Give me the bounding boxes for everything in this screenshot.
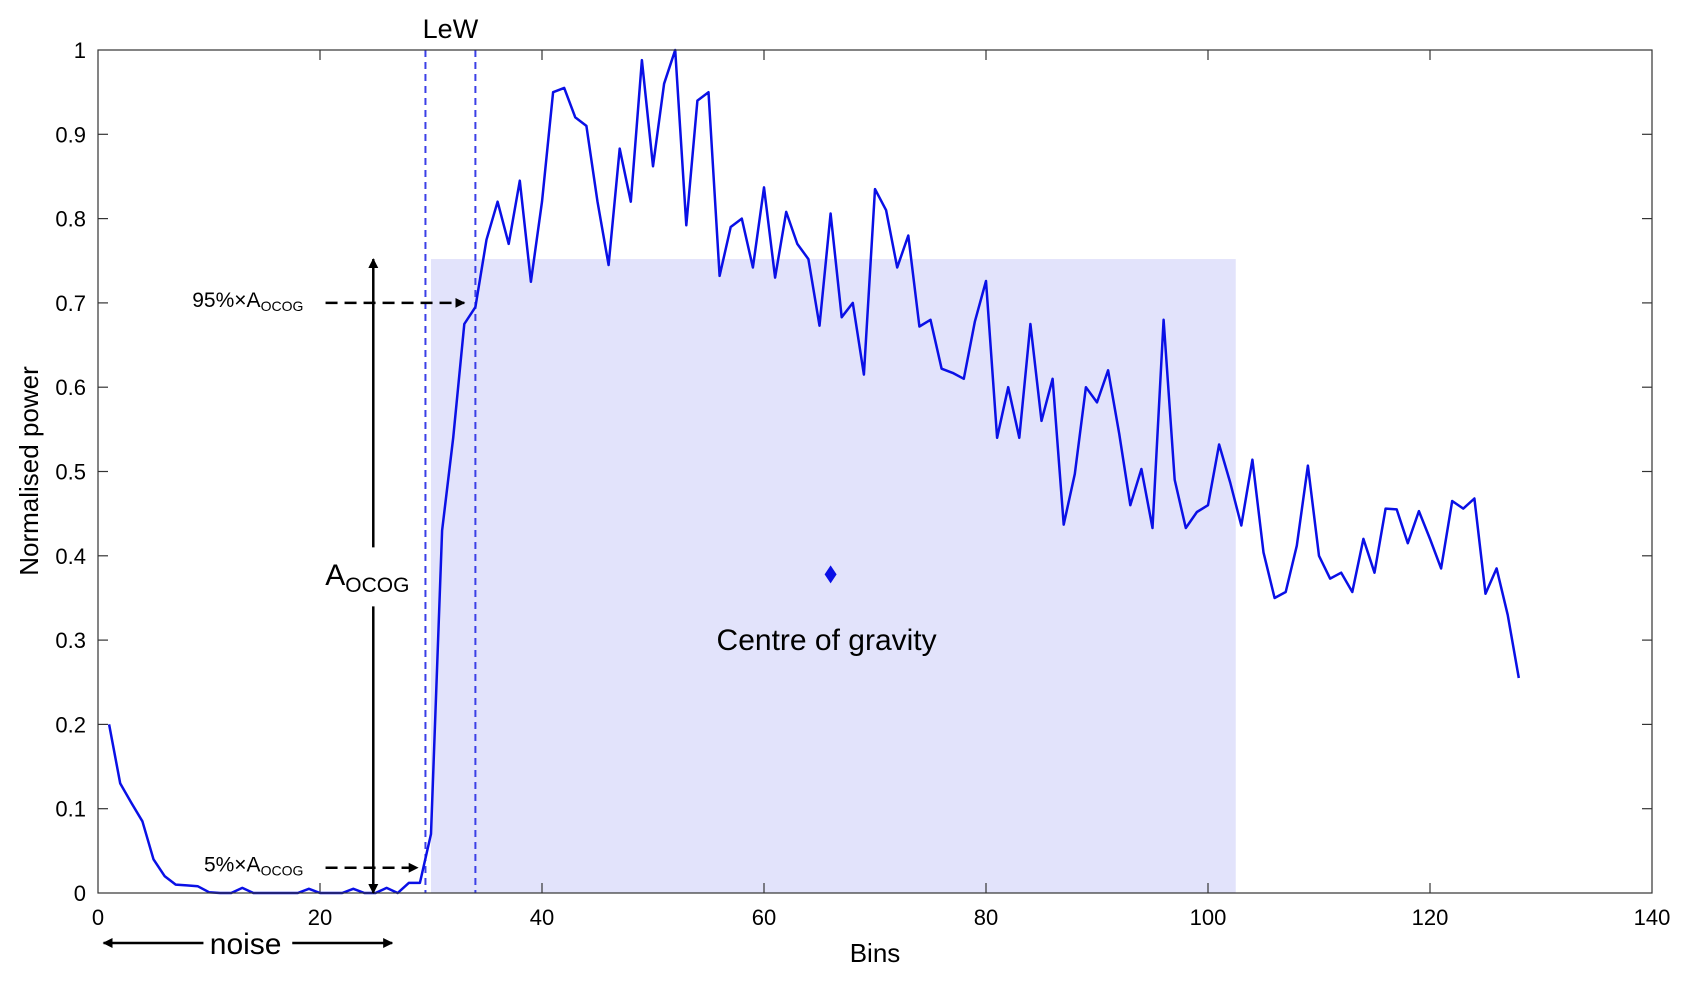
y-tick-label: 1 — [74, 38, 86, 63]
plot-frame — [97, 49, 1653, 894]
axis-ticks — [98, 50, 1652, 893]
series-line-waveform — [107, 48, 1521, 895]
y-tick-label: 0.6 — [55, 375, 86, 400]
x-tick-label: 20 — [308, 905, 332, 930]
pct95-label-main: 95%×A — [192, 289, 260, 312]
centre-of-gravity-marker — [824, 565, 837, 584]
y-tick-label: 0 — [74, 881, 86, 906]
x-tick-label: 0 — [92, 905, 104, 930]
aocog-label-sub: OCOG — [345, 574, 409, 597]
x-tick-labels: 0 20 40 60 80 100 120 140 — [92, 905, 1670, 930]
y-tick-label: 0.1 — [55, 797, 86, 822]
pct5-label-sub: OCOG — [261, 863, 304, 879]
y-tick-labels: 0 0.1 0.2 0.3 0.4 0.5 0.6 0.7 0.8 0.9 1 — [55, 38, 86, 906]
pct5-label-main: 5%×A — [204, 854, 261, 877]
y-tick-label: 0.3 — [55, 628, 86, 653]
aocog-label-main: A — [325, 559, 345, 592]
y-tick-label: 0.8 — [55, 207, 86, 232]
x-axis-title: Bins — [850, 938, 901, 968]
y-tick-label: 0.7 — [55, 291, 86, 316]
y-tick-label: 0.9 — [55, 122, 86, 147]
noise-label: noise — [210, 928, 282, 961]
pct95-label: 95%×AOCOG — [192, 289, 303, 314]
x-tick-label: 120 — [1412, 905, 1449, 930]
pct95-label-sub: OCOG — [261, 298, 304, 314]
pct5-label: 5%×AOCOG — [204, 854, 303, 879]
x-tick-label: 40 — [530, 905, 554, 930]
y-axis-title: Normalised power — [14, 366, 44, 576]
x-tick-label: 80 — [974, 905, 998, 930]
x-tick-label: 140 — [1634, 905, 1671, 930]
y-tick-label: 0.5 — [55, 460, 86, 485]
y-tick-label: 0.4 — [55, 544, 86, 569]
x-tick-label: 60 — [752, 905, 776, 930]
x-tick-label: 100 — [1190, 905, 1227, 930]
aocog-label: AOCOG — [325, 559, 409, 597]
centre-of-gravity-label: Centre of gravity — [717, 624, 937, 657]
y-tick-label: 0.2 — [55, 712, 86, 737]
lew-label: LeW — [423, 14, 479, 44]
